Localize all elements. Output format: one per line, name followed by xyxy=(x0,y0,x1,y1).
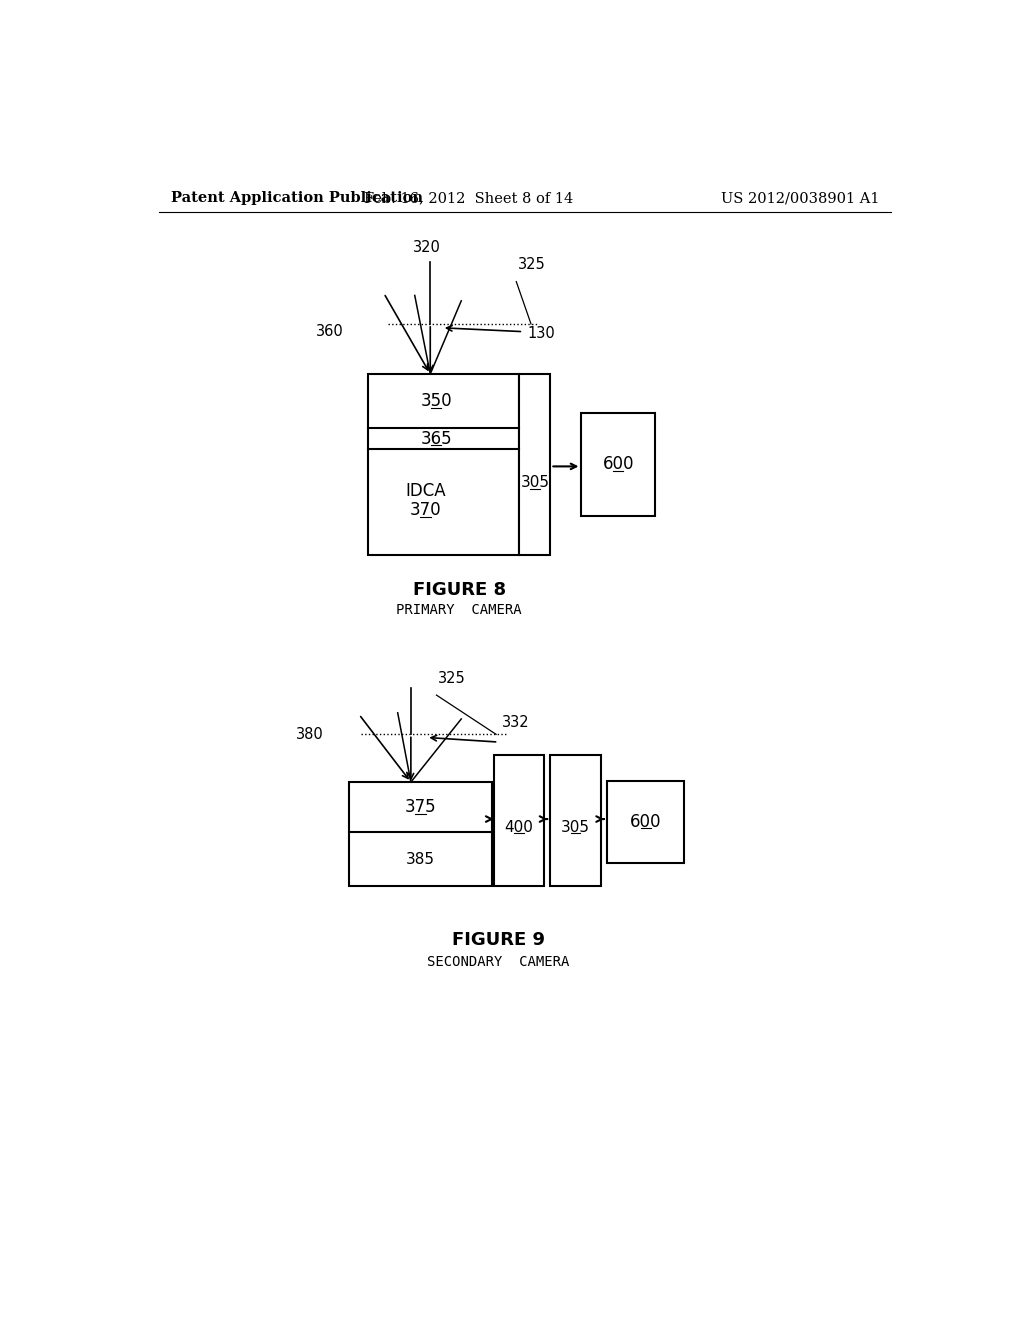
Text: US 2012/0038901 A1: US 2012/0038901 A1 xyxy=(721,191,880,206)
Text: 350: 350 xyxy=(421,392,452,411)
Text: 130: 130 xyxy=(527,326,555,342)
Text: 380: 380 xyxy=(296,727,324,742)
Text: PRIMARY  CAMERA: PRIMARY CAMERA xyxy=(396,603,522,618)
Text: 320: 320 xyxy=(413,240,440,255)
Text: FIGURE 8: FIGURE 8 xyxy=(413,581,506,598)
Text: 375: 375 xyxy=(404,799,436,816)
Text: FIGURE 9: FIGURE 9 xyxy=(452,931,545,949)
Bar xyxy=(349,781,493,886)
Bar xyxy=(369,374,519,554)
Text: 365: 365 xyxy=(421,430,452,447)
Text: 370: 370 xyxy=(410,500,441,519)
Text: 325: 325 xyxy=(438,671,466,686)
Text: 305: 305 xyxy=(561,820,590,834)
Text: IDCA: IDCA xyxy=(406,482,446,500)
Text: Feb. 16, 2012  Sheet 8 of 14: Feb. 16, 2012 Sheet 8 of 14 xyxy=(365,191,573,206)
Text: 325: 325 xyxy=(518,257,546,272)
Text: SECONDARY  CAMERA: SECONDARY CAMERA xyxy=(427,954,569,969)
Bar xyxy=(582,412,655,516)
Text: Patent Application Publication: Patent Application Publication xyxy=(171,191,423,206)
Text: 600: 600 xyxy=(630,813,662,830)
Text: 305: 305 xyxy=(520,475,549,490)
Bar xyxy=(519,374,550,554)
Text: 360: 360 xyxy=(315,325,343,339)
Text: 385: 385 xyxy=(407,851,435,867)
Text: 332: 332 xyxy=(503,714,530,730)
Bar xyxy=(607,780,684,863)
Bar xyxy=(494,755,544,886)
Text: 600: 600 xyxy=(602,455,634,474)
Text: 400: 400 xyxy=(505,820,534,834)
Bar xyxy=(550,755,601,886)
